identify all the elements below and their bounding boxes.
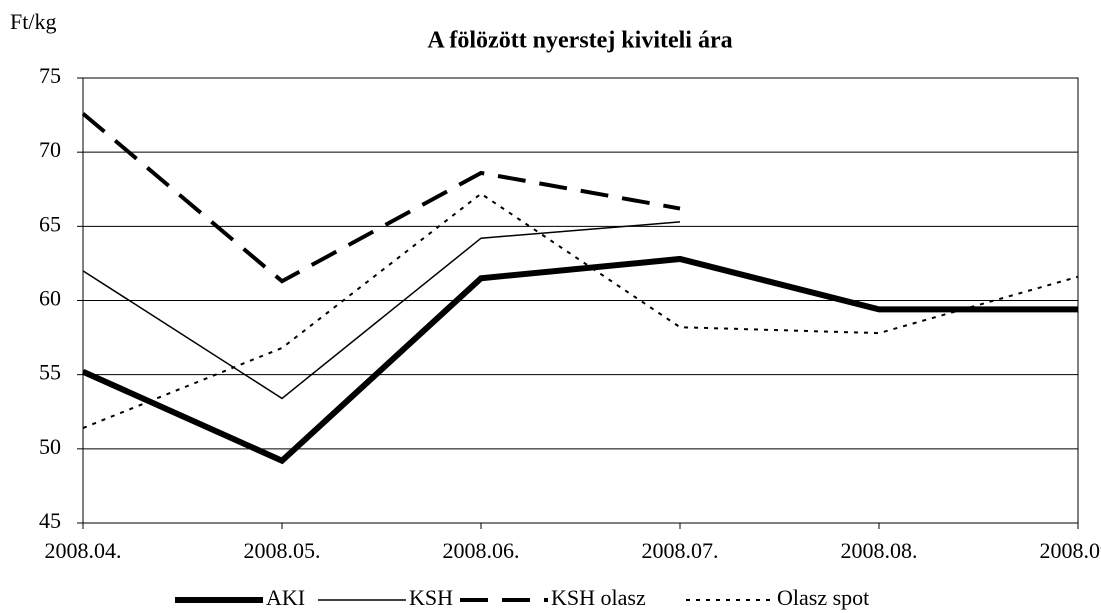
chart-title: A fölözött nyerstej kiviteli ára bbox=[427, 28, 732, 54]
legend-label: KSH olasz bbox=[551, 585, 646, 610]
x-tick-label: 2008.06. bbox=[443, 538, 520, 563]
y-tick-label: 60 bbox=[39, 286, 61, 311]
plot-area bbox=[82, 77, 1079, 524]
legend-label: AKI bbox=[266, 585, 305, 610]
series-line bbox=[82, 221, 681, 400]
y-tick-label: 65 bbox=[39, 211, 61, 236]
series-line bbox=[81, 255, 1078, 465]
x-tick-label: 2008.08. bbox=[841, 538, 918, 563]
y-tick-label: 50 bbox=[39, 434, 61, 459]
y-tick-label: 45 bbox=[39, 508, 61, 533]
y-axis-label: Ft/kg bbox=[10, 9, 56, 34]
y-tick-label: 75 bbox=[39, 63, 61, 88]
y-tick-label: 70 bbox=[39, 137, 61, 162]
x-tick-label: 2008.05. bbox=[244, 538, 321, 563]
x-tick-label: 2008.09. bbox=[1040, 538, 1101, 563]
series-line bbox=[81, 112, 681, 284]
y-tick-label: 55 bbox=[39, 360, 61, 385]
x-tick-label: 2008.04. bbox=[45, 538, 122, 563]
x-tick-label: 2008.07. bbox=[642, 538, 719, 563]
legend-label: Olasz spot bbox=[777, 585, 869, 610]
legend-label: KSH bbox=[409, 585, 453, 610]
